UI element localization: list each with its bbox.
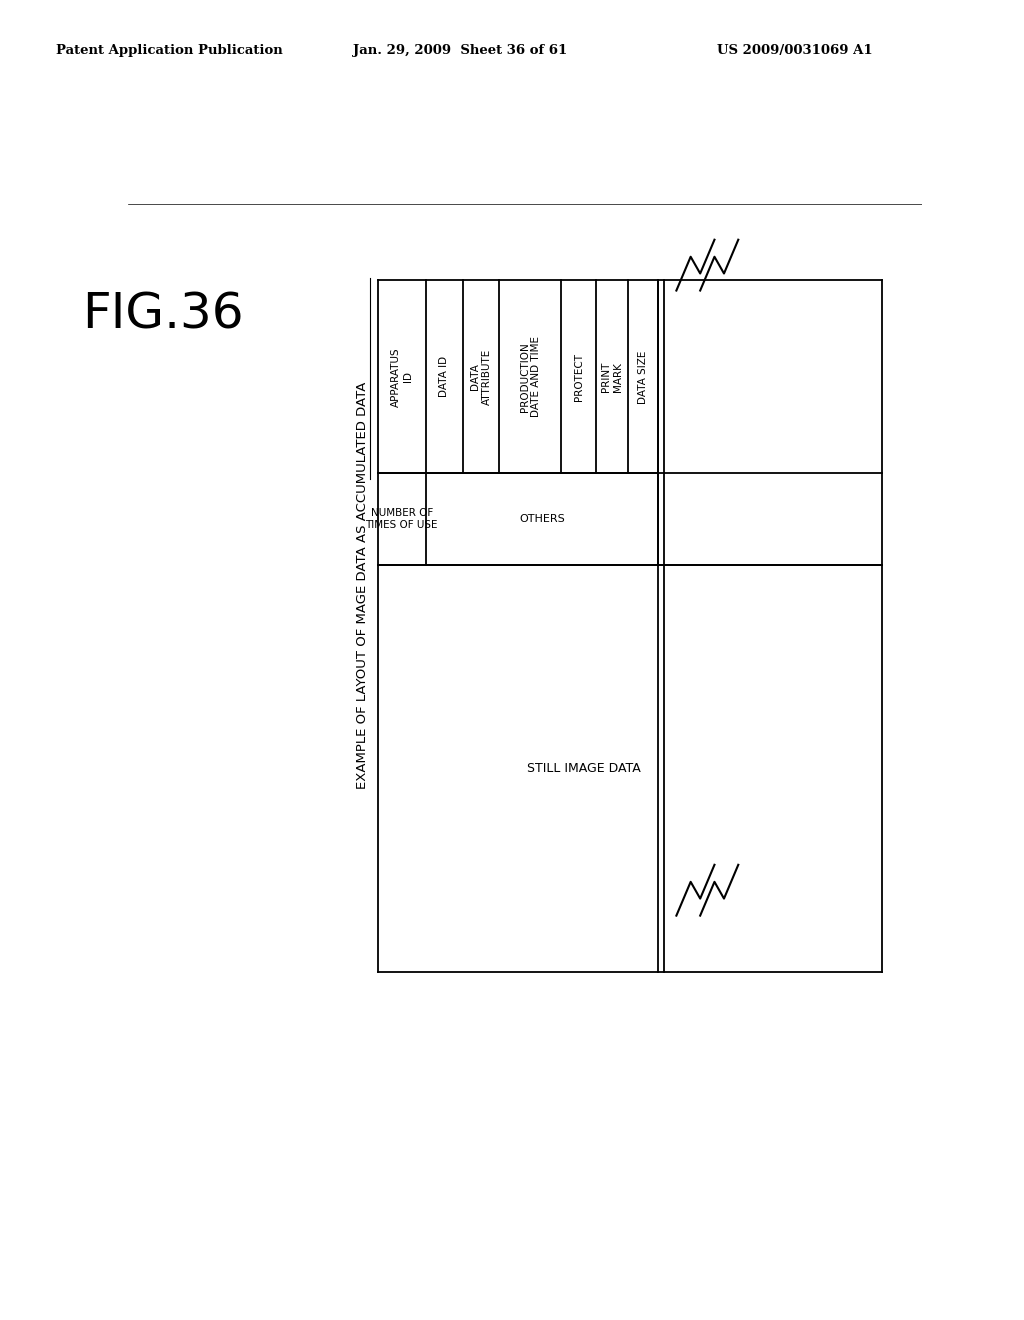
- Text: Jan. 29, 2009  Sheet 36 of 61: Jan. 29, 2009 Sheet 36 of 61: [353, 44, 567, 57]
- Text: STILL IMAGE DATA: STILL IMAGE DATA: [526, 762, 640, 775]
- Text: DATA SIZE: DATA SIZE: [638, 350, 648, 404]
- Text: DATA
ATTRIBUTE: DATA ATTRIBUTE: [470, 348, 492, 405]
- Text: EXAMPLE OF LAYOUT OF MAGE DATA AS ACCUMULATED DATA: EXAMPLE OF LAYOUT OF MAGE DATA AS ACCUMU…: [355, 381, 369, 789]
- Text: PRODUCTION
DATE AND TIME: PRODUCTION DATE AND TIME: [519, 337, 541, 417]
- Text: OTHERS: OTHERS: [519, 515, 565, 524]
- Text: APPARATUS
ID: APPARATUS ID: [391, 347, 413, 407]
- Text: DATA ID: DATA ID: [439, 356, 450, 397]
- Text: US 2009/0031069 A1: US 2009/0031069 A1: [717, 44, 872, 57]
- Text: FIG.36: FIG.36: [82, 290, 244, 338]
- Text: PROTECT: PROTECT: [573, 352, 584, 401]
- Text: Patent Application Publication: Patent Application Publication: [56, 44, 283, 57]
- Text: NUMBER OF
TIMES OF USE: NUMBER OF TIMES OF USE: [366, 508, 438, 531]
- Text: PRINT
MARK: PRINT MARK: [601, 362, 623, 392]
